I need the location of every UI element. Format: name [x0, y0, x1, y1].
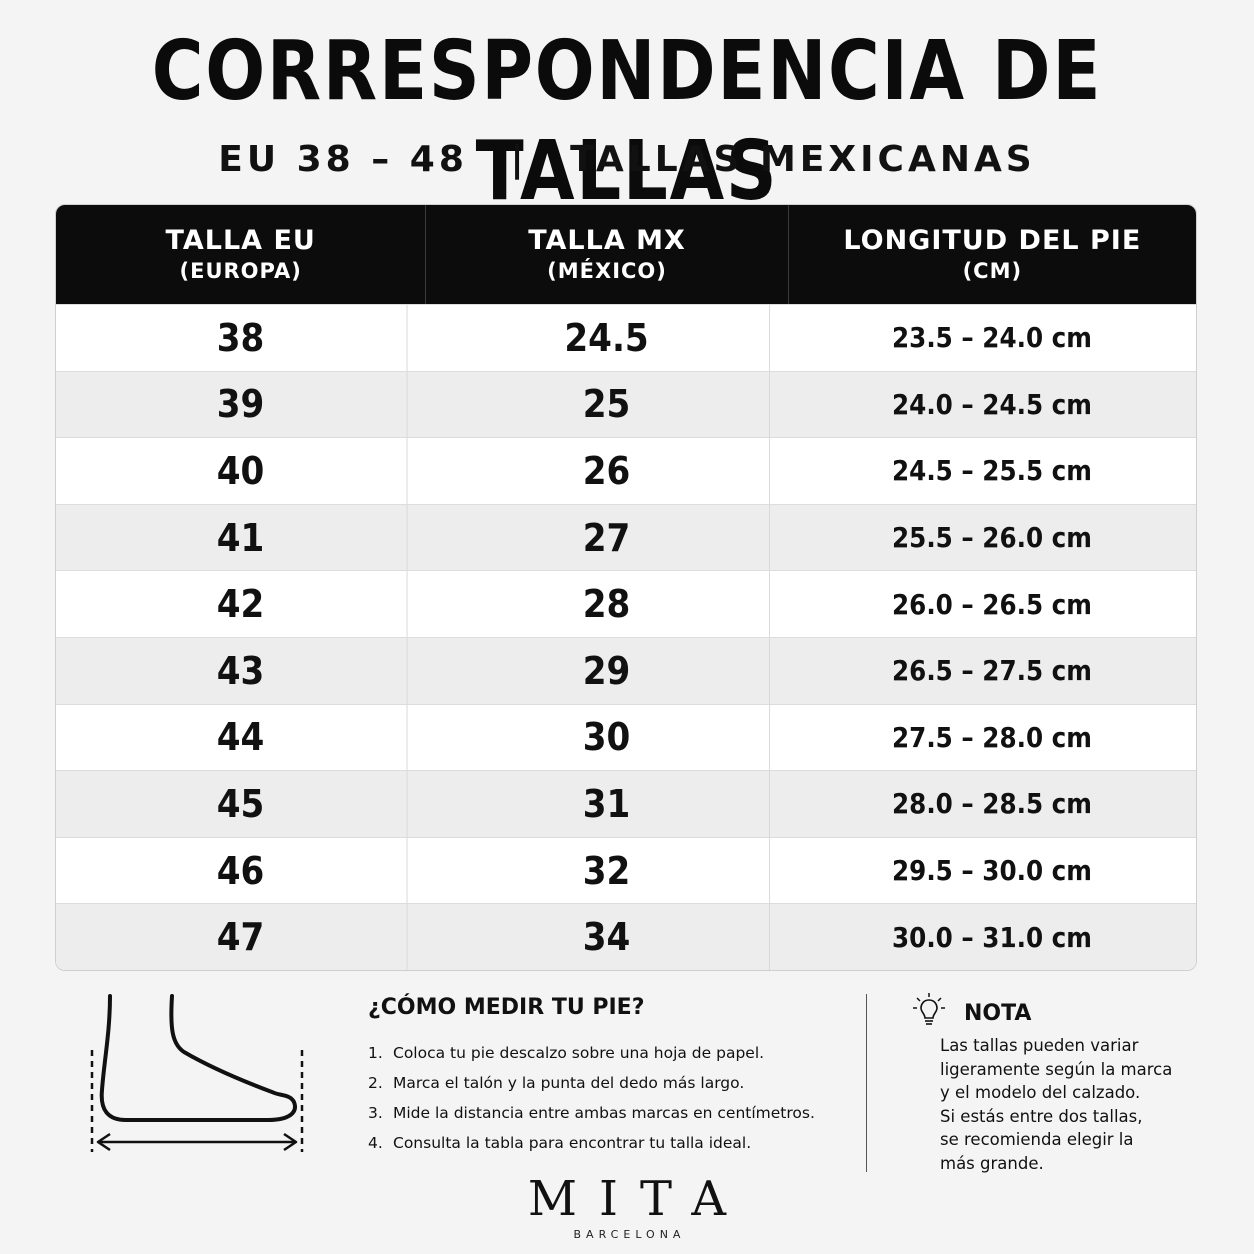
cell-mx: 25 — [444, 371, 770, 438]
how-to-measure-steps: 1. Coloca tu pie descalzo sobre una hoja… — [368, 1038, 838, 1158]
page-subtitle: EU 38 – 48 | TALLAS MEXICANAS — [0, 138, 1254, 182]
cell-mx: 31 — [444, 771, 770, 837]
brand-name: MITA — [527, 1171, 749, 1227]
table-row: 42 28 26.0 – 26.5 cm — [56, 570, 1196, 637]
subtitle-label: TALLAS MEXICANAS — [570, 139, 1036, 180]
cell-mx: 29 — [444, 637, 770, 704]
page-title: CORRESPONDENCIA DE TALLAS — [151, 24, 1103, 219]
table-row: 44 30 27.5 – 28.0 cm — [56, 703, 1196, 771]
step-number: 4. — [368, 1134, 383, 1152]
header-mx: TALLA MX (MÉXICO) — [426, 205, 789, 304]
list-item: 3. Mide la distancia entre ambas marcas … — [368, 1098, 838, 1128]
table-row: 39 25 24.0 – 24.5 cm — [56, 370, 1196, 438]
note-header: NOTA — [912, 990, 1232, 1030]
brand-tagline: BARCELONA — [573, 1228, 686, 1241]
list-item: 2. Marca el talón y la punta del dedo má… — [368, 1068, 838, 1098]
table-row: 46 32 29.5 – 30.0 cm — [56, 836, 1196, 904]
header-mx-main: TALLA MX — [528, 224, 686, 256]
note-line: más grande. — [940, 1153, 1044, 1173]
cell-length: 23.5 – 24.0 cm — [892, 321, 1092, 355]
header-length: LONGITUD DEL PIE (CM) — [789, 205, 1196, 304]
header-eu-sub: (EUROPA) — [179, 258, 302, 283]
header-length-main: LONGITUD DEL PIE — [843, 224, 1142, 256]
cell-eu: 43 — [75, 637, 408, 704]
note-label: NOTA — [964, 1000, 1032, 1026]
cell-length: 24.5 – 25.5 cm — [892, 454, 1092, 488]
table-row: 43 29 26.5 – 27.5 cm — [56, 636, 1196, 704]
how-to-measure-title: ¿CÓMO MEDIR TU PIE? — [368, 995, 645, 1020]
step-text: Coloca tu pie descalzo sobre una hoja de… — [393, 1044, 765, 1062]
how-to-measure: ¿CÓMO MEDIR TU PIE? 1. Coloca tu pie des… — [368, 992, 838, 1158]
note-box: NOTA Las tallas pueden variar ligerament… — [912, 990, 1232, 1176]
header-eu-main: TALLA EU — [165, 224, 316, 256]
table-row: 47 34 30.0 – 31.0 cm — [56, 903, 1196, 970]
cell-mx: 24.5 — [444, 305, 770, 371]
cell-eu: 41 — [75, 504, 408, 571]
step-number: 1. — [368, 1044, 383, 1062]
cell-eu: 42 — [75, 571, 408, 637]
header-mx-sub: (MÉXICO) — [547, 258, 667, 283]
cell-length: 28.0 – 28.5 cm — [892, 787, 1092, 821]
note-line: Las tallas pueden variar — [940, 1036, 1139, 1055]
cell-mx: 34 — [444, 904, 770, 970]
note-line: ligeramente según la marca — [940, 1059, 1173, 1079]
note-line: se recomienda elegir la — [940, 1130, 1134, 1150]
cell-length: 29.5 – 30.0 cm — [892, 854, 1092, 888]
step-number: 3. — [368, 1104, 383, 1122]
foot-measure-icon — [80, 992, 320, 1162]
table-row: 40 26 24.5 – 25.5 cm — [56, 437, 1196, 504]
cell-length: 24.0 – 24.5 cm — [892, 387, 1092, 421]
table-row: 41 27 25.5 – 26.0 cm — [56, 503, 1196, 571]
cell-eu: 45 — [75, 771, 408, 837]
cell-mx: 28 — [444, 571, 770, 637]
table-row: 45 31 28.0 – 28.5 cm — [56, 770, 1196, 837]
cell-mx: 27 — [444, 504, 770, 571]
subtitle-separator: | — [510, 139, 528, 180]
table-header: TALLA EU (EUROPA) TALLA MX (MÉXICO) LONG… — [56, 205, 1196, 304]
brand-logo: MITA BARCELONA — [0, 1172, 1254, 1241]
list-item: 1. Coloca tu pie descalzo sobre una hoja… — [368, 1038, 838, 1068]
step-number: 2. — [368, 1074, 383, 1092]
cell-eu: 47 — [75, 904, 408, 970]
header-eu: TALLA EU (EUROPA) — [56, 205, 427, 304]
cell-eu: 38 — [75, 305, 408, 371]
lightbulb-icon — [912, 992, 946, 1028]
cell-length: 26.5 – 27.5 cm — [892, 654, 1092, 688]
cell-length: 25.5 – 26.0 cm — [892, 521, 1092, 555]
list-item: 4. Consulta la tabla para encontrar tu t… — [368, 1128, 838, 1158]
subtitle-range: EU 38 – 48 — [218, 139, 468, 180]
header-length-sub: (CM) — [962, 258, 1023, 283]
cell-eu: 44 — [75, 704, 408, 771]
note-line: y el modelo del calzado. — [940, 1083, 1141, 1103]
cell-eu: 40 — [75, 438, 408, 504]
cell-eu: 39 — [75, 371, 408, 438]
cell-eu: 46 — [75, 837, 408, 904]
cell-length: 30.0 – 31.0 cm — [892, 920, 1092, 954]
cell-mx: 26 — [444, 438, 770, 504]
cell-mx: 32 — [444, 837, 770, 904]
section-divider — [866, 994, 867, 1172]
step-text: Mide la distancia entre ambas marcas en … — [393, 1104, 815, 1122]
step-text: Marca el talón y la punta del dedo más l… — [393, 1074, 745, 1092]
note-text: Las tallas pueden variar ligeramente seg… — [940, 1034, 1232, 1176]
table-row: 38 24.5 23.5 – 24.0 cm — [56, 304, 1196, 371]
table-body: 38 24.5 23.5 – 24.0 cm 39 25 24.0 – 24.5… — [56, 304, 1196, 970]
cell-length: 27.5 – 28.0 cm — [892, 720, 1092, 754]
cell-mx: 30 — [444, 704, 770, 771]
step-text: Consulta la tabla para encontrar tu tall… — [393, 1134, 752, 1152]
cell-length: 26.0 – 26.5 cm — [892, 587, 1092, 621]
note-line: Si estás entre dos tallas, — [940, 1106, 1143, 1126]
size-table: TALLA EU (EUROPA) TALLA MX (MÉXICO) LONG… — [55, 204, 1197, 971]
